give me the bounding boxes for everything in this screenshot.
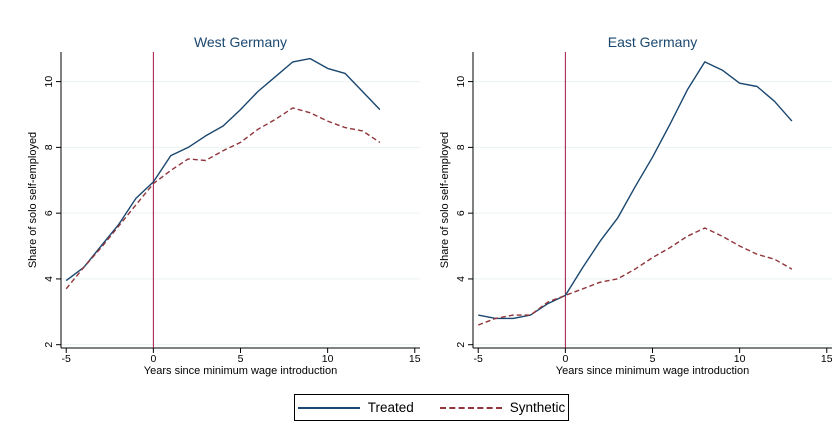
y-tick-label: 10: [43, 76, 55, 88]
y-tick-label: 6: [43, 210, 55, 216]
y-axis-label: Share of solo self-employed: [439, 132, 451, 268]
series-line-treated: [65, 57, 381, 282]
x-tick-label: 0: [150, 353, 156, 365]
legend-swatch-synthetic: [439, 406, 502, 409]
x-tick-label: -5: [62, 353, 71, 365]
legend-item-synthetic: Synthetic: [439, 400, 566, 415]
legend-swatch-treated: [297, 406, 360, 409]
y-tick-label: 4: [455, 276, 467, 282]
y-tick-label: 8: [43, 144, 55, 150]
x-axis-label: Years since minimum wage introduction: [144, 365, 337, 377]
panel-title: West Germany: [194, 34, 287, 50]
legend-label-synthetic: Synthetic: [509, 400, 566, 415]
series-line-synthetic: [477, 227, 793, 326]
x-tick-label: 0: [562, 353, 568, 365]
y-tick-label: 2: [43, 342, 55, 348]
x-tick-label: 15: [821, 353, 832, 365]
legend: Treated Synthetic: [294, 394, 569, 421]
legend-label-treated: Treated: [367, 400, 414, 415]
y-tick-label: 2: [455, 342, 467, 348]
panel-west: 2 4 6 8 10 -5 0 5 10 15 West Germany Years since mi…: [27, 34, 421, 377]
x-axis-label: Years since minimum wage introduction: [556, 365, 749, 377]
y-tick-label: 10: [455, 76, 467, 88]
y-axis-label: Share of solo self-employed: [27, 132, 39, 268]
y-tick-label: 6: [455, 210, 467, 216]
x-tick-label: 5: [650, 353, 656, 365]
panel-east: 2 4 6 8 10 -5 0 5 10 15 East Germany Years since mi…: [439, 34, 832, 377]
x-tick-label: 5: [238, 353, 244, 365]
x-tick-label: -5: [474, 353, 483, 365]
y-tick-label: 8: [455, 144, 467, 150]
panel-title: East Germany: [608, 34, 697, 50]
x-tick-label: 15: [409, 353, 421, 365]
x-tick-label: 10: [322, 353, 334, 365]
y-tick-label: 4: [43, 276, 55, 282]
x-tick-label: 10: [734, 353, 746, 365]
legend-item-treated: Treated: [297, 400, 414, 415]
series-line-treated: [478, 61, 793, 320]
series-line-synthetic: [65, 107, 381, 290]
